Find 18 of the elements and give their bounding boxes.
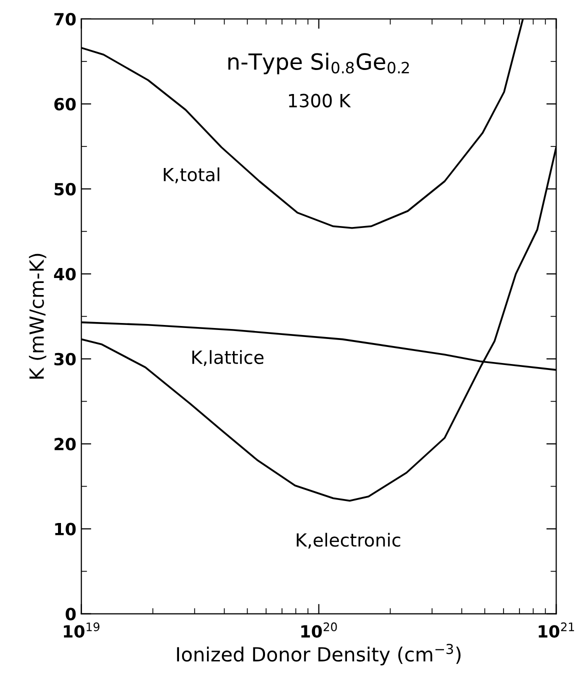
- y-tick-label: 40: [54, 268, 76, 280]
- y-tick-label: 30: [54, 352, 76, 366]
- x-tick-label: 10$^{20}$: [301, 622, 337, 638]
- text: K,electronic: [296, 532, 400, 549]
- y-tick-label: 20: [54, 438, 76, 450]
- y-tick-label: 60: [54, 98, 76, 110]
- y-tick-label: 10: [55, 522, 76, 536]
- x-axis-title: Ionized Donor Density (cm$^{−3}$): [177, 644, 461, 666]
- text: 1300 K: [289, 94, 351, 108]
- series-label: K,lattice: [192, 350, 264, 366]
- y-tick-label: 50: [54, 182, 76, 196]
- y-tick-label: 70: [54, 12, 76, 26]
- series-label: K,total: [164, 167, 220, 184]
- text: n-Type Si$_{0.8}$Ge$_{0.2}$: [228, 52, 409, 74]
- x-tick-label: 10$^{19}$: [64, 622, 100, 638]
- x-tick-label: 10$^{21}$: [538, 622, 574, 638]
- y-tick-label: 0: [66, 608, 76, 620]
- y-axis-title: K (mW/cm-K): [28, 254, 46, 379]
